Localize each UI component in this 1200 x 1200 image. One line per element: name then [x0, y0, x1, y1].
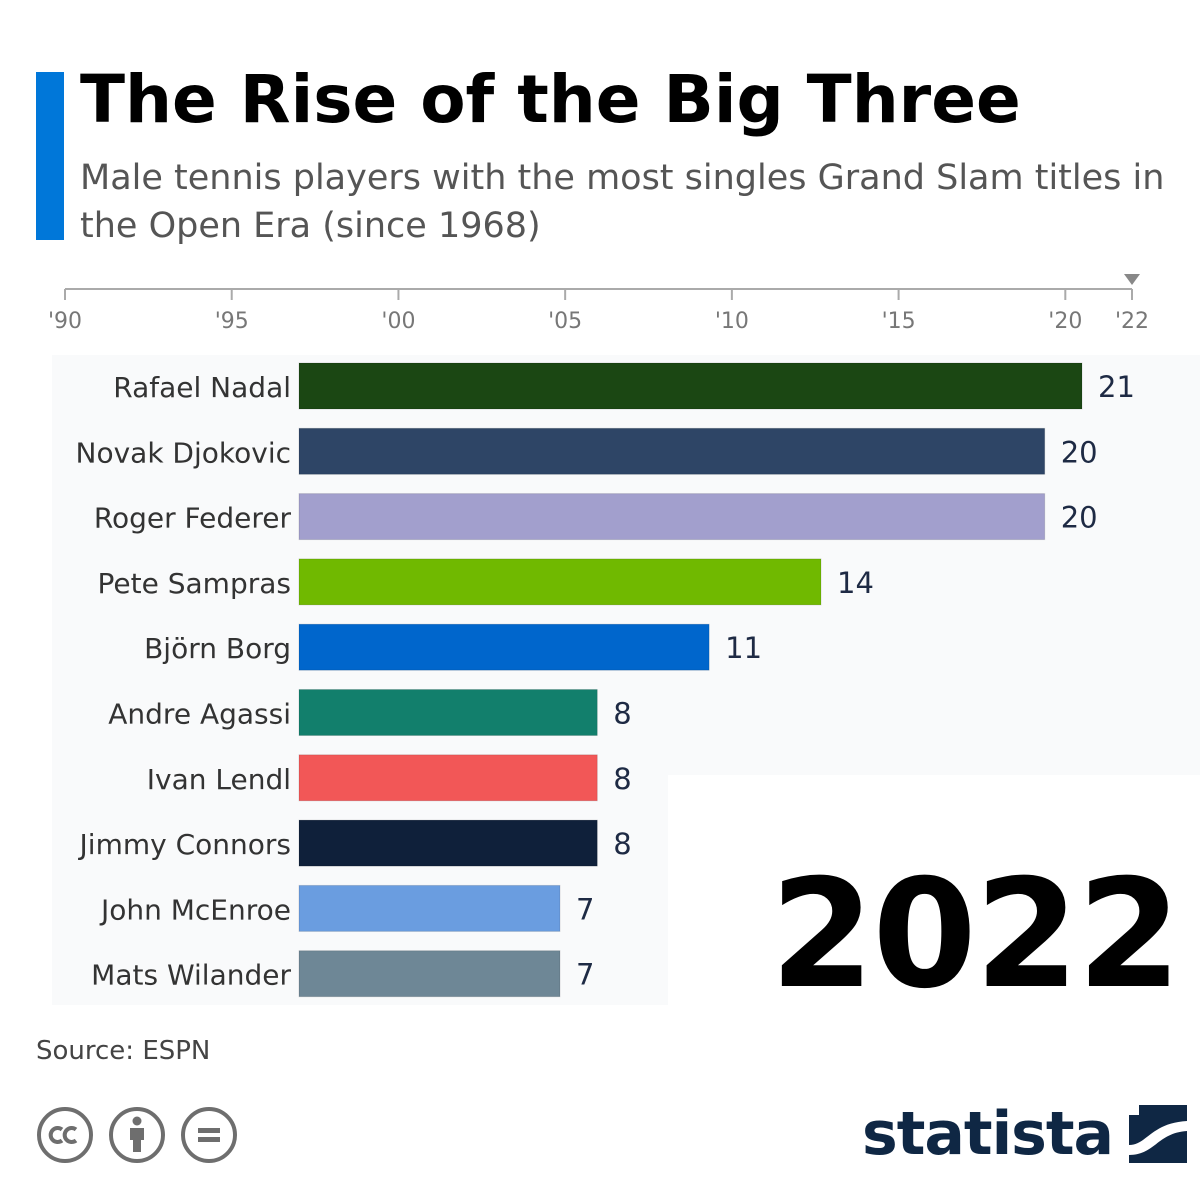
chart-title: The Rise of the Big Three: [80, 61, 1021, 138]
bar-value: 20: [1061, 501, 1098, 535]
bar-label: Roger Federer: [94, 502, 292, 535]
timeline-tick-label: '05: [548, 309, 582, 334]
bar-chart: '90 '95 '00 '05 '10 '15 '20 '22 Rafael Nadal 21 No…: [48, 274, 1200, 1005]
bar-value: 14: [837, 566, 874, 600]
statista-brand[interactable]: statista: [862, 1098, 1188, 1170]
bar-value: 7: [576, 958, 594, 992]
no-derivatives-icon[interactable]: [180, 1106, 238, 1164]
attribution-icon[interactable]: [108, 1106, 166, 1164]
cc-icon[interactable]: [36, 1106, 94, 1164]
source-note: Source: ESPN: [36, 1036, 211, 1066]
bar: [298, 884, 561, 932]
bar: [298, 819, 598, 867]
bar: [298, 623, 710, 671]
timeline-tick-label: '95: [215, 309, 249, 334]
bar-label: Mats Wilander: [91, 959, 291, 992]
bar-value: 20: [1061, 435, 1098, 469]
license-icons: [36, 1106, 238, 1164]
bar-label: Pete Sampras: [98, 567, 291, 600]
bar-value: 21: [1098, 370, 1135, 404]
bar: [298, 362, 1083, 410]
bar-label: Rafael Nadal: [113, 371, 291, 404]
bar-value: 8: [613, 697, 631, 731]
brand-name: statista: [862, 1099, 1114, 1169]
bar: [298, 558, 822, 606]
bar-label: Andre Agassi: [108, 698, 291, 731]
statista-logo-icon: [1129, 1105, 1188, 1163]
bar: [298, 950, 561, 998]
timeline-tick-label: '10: [715, 309, 749, 334]
bar-label: Ivan Lendl: [147, 763, 291, 796]
bar-label: Novak Djokovic: [76, 436, 291, 469]
bar: [298, 754, 598, 802]
current-year: 2022: [770, 848, 1181, 1022]
timeline-tick-label: '00: [381, 309, 415, 334]
timeline-tick-label: '15: [882, 309, 916, 334]
bar-value: 7: [576, 892, 594, 926]
timeline-tick-label: '90: [48, 309, 82, 334]
bar-label: Jimmy Connors: [78, 828, 291, 861]
bar: [298, 689, 598, 736]
bar: [298, 427, 1046, 475]
bar-value: 11: [725, 631, 762, 665]
bar-label: John McEnroe: [99, 893, 291, 926]
bar-label: Björn Borg: [144, 632, 291, 665]
bar-value: 8: [613, 827, 631, 861]
bar-value: 8: [613, 762, 631, 796]
chart-subtitle: Male tennis players with the most single…: [80, 158, 1165, 246]
timeline-tick-label: '20: [1048, 309, 1082, 334]
accent-bar: [36, 72, 64, 240]
timeline-tick-label: '22: [1115, 309, 1149, 334]
bar: [298, 493, 1046, 541]
timeline-marker-icon: [1124, 274, 1140, 285]
